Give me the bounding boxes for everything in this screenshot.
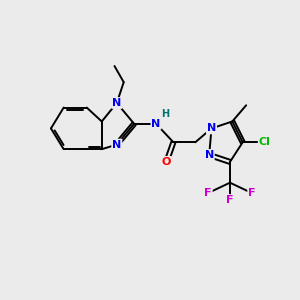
Text: N: N — [205, 150, 214, 160]
Text: O: O — [162, 157, 171, 167]
Text: N: N — [207, 123, 216, 134]
Text: F: F — [204, 188, 212, 198]
Text: Cl: Cl — [259, 137, 271, 147]
Text: N: N — [112, 98, 122, 108]
Text: F: F — [226, 195, 234, 205]
Text: N: N — [112, 140, 122, 150]
Text: N: N — [152, 119, 161, 129]
Text: F: F — [248, 188, 256, 198]
Text: H: H — [161, 109, 169, 119]
